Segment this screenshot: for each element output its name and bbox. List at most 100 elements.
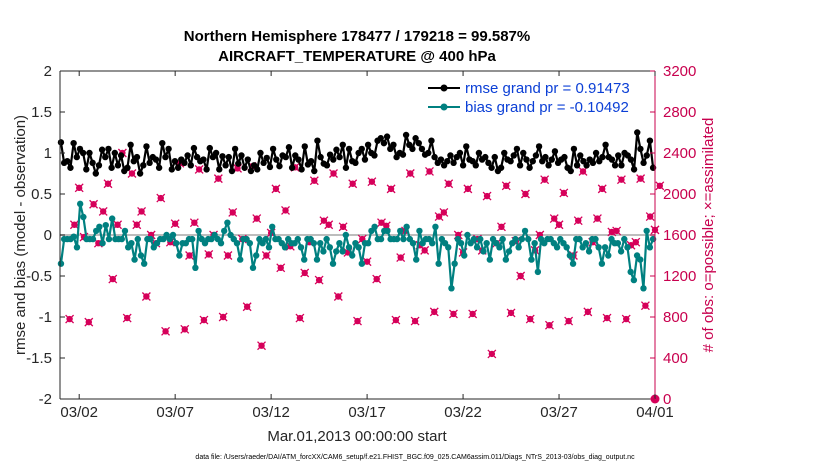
obs-count-point [103, 179, 113, 189]
rmse-point [412, 135, 419, 142]
bias-point [569, 260, 577, 267]
obs-count-point [396, 253, 406, 263]
obs-count-point [636, 174, 646, 184]
rmse-point [488, 164, 495, 171]
rmse-point [608, 156, 616, 163]
rmse-point [437, 156, 445, 163]
bias-point [400, 235, 407, 243]
bias-point [531, 240, 538, 247]
legend-rmse-marker [440, 84, 448, 92]
bias-point [624, 244, 631, 251]
rmse-point [174, 164, 182, 171]
rmse-point [307, 158, 315, 165]
rmse-point [206, 144, 213, 152]
y-tick-label: 0 [44, 227, 52, 244]
bias-point [409, 240, 417, 247]
rmse-point [409, 145, 416, 153]
bias-point [614, 240, 622, 247]
bias-point [281, 244, 289, 251]
bias-point [451, 260, 458, 267]
rmse-point [630, 166, 638, 173]
y-right-tick-label: 400 [663, 350, 688, 367]
rmse-point [459, 162, 467, 169]
bias-point [188, 235, 196, 243]
bias-point [269, 223, 276, 230]
bias-point [429, 240, 436, 247]
rmse-point [456, 149, 464, 157]
bias-point [220, 227, 228, 235]
rmse-point [361, 156, 369, 163]
obs-count-point [540, 175, 550, 185]
obs-count-point [520, 189, 530, 199]
rmse-point [203, 166, 210, 173]
obs-count-point [228, 207, 238, 217]
rmse-point [269, 145, 277, 153]
obs-count-point [108, 274, 118, 284]
obs-count-point [300, 268, 310, 278]
rmse-point [542, 153, 549, 161]
y-tick-label: 0.5 [31, 186, 52, 203]
bias-point [470, 235, 478, 243]
bias-point [576, 235, 583, 243]
rmse-point [637, 145, 644, 153]
rmse-point [146, 159, 153, 167]
bias-point [134, 235, 141, 243]
bias-point [102, 221, 109, 229]
rmse-point [219, 153, 226, 160]
obs-count-point [501, 181, 511, 191]
obs-count-point [410, 316, 420, 326]
rmse-point [225, 153, 232, 161]
obs-count-point [89, 199, 99, 209]
bias-point [320, 248, 327, 255]
x-tick-label: 03/27 [540, 404, 578, 421]
rmse-point [181, 159, 188, 167]
bias-point [621, 235, 628, 243]
legend: rmse grand pr = 0.91473 bias grand pr = … [428, 80, 630, 116]
bias-point [89, 235, 97, 243]
rmse-point [260, 159, 267, 167]
rmse-point [231, 145, 239, 153]
rmse-point [92, 170, 99, 177]
rmse-point [165, 145, 172, 153]
rmse-point [618, 162, 625, 169]
obs-count-point [645, 212, 655, 222]
bias-point [595, 244, 602, 251]
rmse-point [57, 139, 65, 146]
obs-count-point [655, 181, 665, 191]
rmse-point [301, 143, 308, 150]
rmse-point [67, 164, 74, 171]
rmse-point [187, 162, 194, 169]
obs-count-point [405, 169, 415, 178]
obs-count-point [367, 177, 377, 187]
rmse-point [228, 167, 236, 175]
rmse-point [273, 156, 280, 163]
rmse-point [127, 141, 134, 148]
obs-count-point [372, 274, 382, 284]
rmse-point [472, 162, 479, 169]
rmse-point [336, 153, 343, 161]
rmse-point [241, 164, 248, 171]
rmse-point [444, 158, 451, 165]
bias-point [432, 223, 439, 230]
bias-point [336, 240, 343, 247]
obs-count-point [132, 220, 142, 230]
data-file-footnote: data file: /Users/raeder/DAI/ATM_forcXX/… [195, 454, 635, 461]
bias-point [483, 240, 490, 247]
rmse-point [73, 153, 80, 161]
y-right-tick-label: 0 [663, 391, 671, 408]
rmse-point [415, 139, 422, 147]
rmse-series [57, 129, 657, 177]
bias-point [176, 252, 183, 259]
x-tick-label: 04/01 [636, 404, 674, 421]
rmse-point [428, 137, 435, 144]
y-tick-label: -0.5 [26, 268, 52, 285]
obs-count-point [170, 219, 180, 229]
rmse-point [447, 152, 454, 159]
obs-count-point [65, 314, 75, 324]
obs-count-point [549, 214, 559, 224]
obs-count-point [281, 205, 290, 215]
obs-count-point [333, 292, 343, 301]
x-tick-label: 03/07 [156, 404, 194, 421]
bias-point [505, 248, 513, 255]
obs-count-point [439, 207, 449, 217]
